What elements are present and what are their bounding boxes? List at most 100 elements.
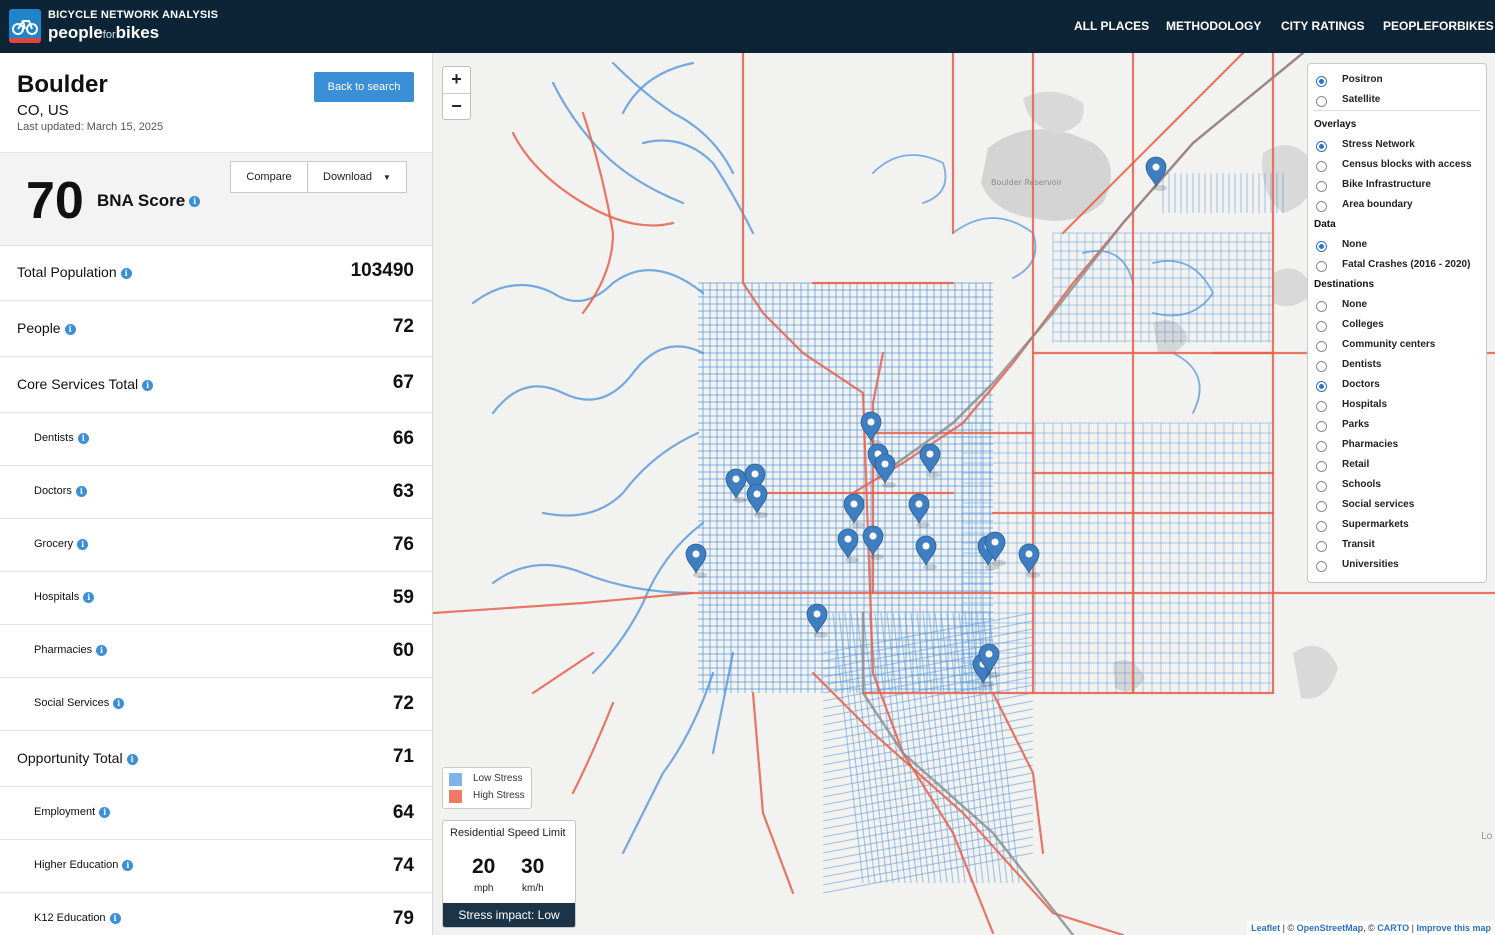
doctor-marker[interactable] (806, 603, 828, 638)
marker-pin[interactable] (860, 411, 882, 442)
doctor-marker[interactable] (915, 535, 937, 570)
info-icon[interactable]: i (122, 859, 134, 871)
info-icon[interactable]: i (109, 912, 121, 924)
destination-radio[interactable] (1316, 541, 1327, 552)
marker-pin[interactable] (908, 493, 930, 524)
info-icon[interactable]: i (83, 591, 95, 603)
info-icon[interactable]: i (113, 697, 125, 709)
doctor-marker[interactable] (746, 483, 768, 518)
destination-radio[interactable] (1316, 461, 1327, 472)
destination-label[interactable]: Colleges (1342, 319, 1384, 330)
compare-button[interactable]: Compare (230, 161, 308, 193)
destination-radio[interactable] (1316, 361, 1327, 372)
doctor-marker[interactable] (862, 525, 884, 560)
destination-radio[interactable] (1316, 481, 1327, 492)
basemap-label[interactable]: Positron (1342, 74, 1383, 85)
marker-pin[interactable] (978, 643, 1000, 674)
carto-link[interactable]: CARTO (1377, 923, 1410, 933)
basemap-radio[interactable] (1316, 96, 1327, 107)
destination-radio[interactable] (1316, 381, 1327, 392)
info-icon[interactable]: i (96, 644, 108, 656)
destination-radio[interactable] (1316, 561, 1327, 572)
overlay-radio[interactable] (1316, 161, 1327, 172)
doctor-markers[interactable] (685, 156, 1167, 688)
destination-label[interactable]: Hospitals (1342, 399, 1388, 410)
overlay-label[interactable]: Bike Infrastructure (1342, 179, 1431, 190)
back-to-search-button[interactable]: Back to search (314, 72, 414, 102)
marker-pin[interactable] (984, 531, 1006, 562)
marker-pin[interactable] (685, 543, 707, 574)
doctor-marker[interactable] (984, 531, 1006, 566)
doctor-marker[interactable] (874, 453, 896, 488)
basemap-radio[interactable] (1316, 76, 1327, 87)
destination-radio[interactable] (1316, 421, 1327, 432)
info-icon[interactable]: i (126, 753, 138, 765)
marker-pin[interactable] (862, 525, 884, 556)
zoom-in-button[interactable]: + (443, 67, 470, 94)
nav-all-places[interactable]: ALL PLACES (1074, 19, 1150, 33)
bicycle-logo-icon[interactable] (9, 9, 41, 43)
marker-pin[interactable] (746, 483, 768, 514)
data-layer-label[interactable]: None (1342, 239, 1367, 250)
doctor-marker[interactable] (843, 493, 865, 528)
marker-pin[interactable] (1145, 156, 1167, 187)
doctor-marker[interactable] (1018, 543, 1040, 578)
destination-radio[interactable] (1316, 301, 1327, 312)
brand-name[interactable]: peopleforbikes (48, 23, 159, 43)
destination-label[interactable]: Parks (1342, 419, 1370, 430)
nav-peopleforbikes[interactable]: PEOPLEFORBIKES (1383, 19, 1494, 33)
marker-pin[interactable] (843, 493, 865, 524)
destination-radio[interactable] (1316, 401, 1327, 412)
destination-radio[interactable] (1316, 441, 1327, 452)
data-layer-radio[interactable] (1316, 241, 1327, 252)
destination-label[interactable]: Supermarkets (1342, 519, 1409, 530)
destination-label[interactable]: Retail (1342, 459, 1370, 470)
info-icon[interactable]: i (189, 196, 201, 208)
destination-label[interactable]: None (1342, 299, 1367, 310)
overlay-radio[interactable] (1316, 181, 1327, 192)
doctor-marker[interactable] (978, 643, 1000, 678)
info-icon[interactable]: i (142, 379, 154, 391)
doctor-marker[interactable] (908, 493, 930, 528)
destination-label[interactable]: Social services (1342, 499, 1415, 510)
nav-city-ratings[interactable]: CITY RATINGS (1281, 19, 1365, 33)
map-view[interactable]: Boulder Reservoir Lo + − Positron Satelli… (433, 53, 1495, 935)
marker-pin[interactable] (915, 535, 937, 566)
leaflet-link[interactable]: Leaflet (1251, 923, 1281, 933)
marker-pin[interactable] (725, 468, 747, 499)
overlay-radio[interactable] (1316, 141, 1327, 152)
destination-label[interactable]: Transit (1342, 539, 1375, 550)
overlay-label[interactable]: Census blocks with access (1342, 159, 1472, 170)
zoom-out-button[interactable]: − (451, 96, 462, 116)
info-icon[interactable]: i (77, 432, 89, 444)
destination-label[interactable]: Pharmacies (1342, 439, 1399, 450)
overlay-label[interactable]: Stress Network (1342, 139, 1415, 150)
doctor-marker[interactable] (685, 543, 707, 578)
overlay-label[interactable]: Area boundary (1342, 199, 1413, 210)
doctor-marker[interactable] (919, 443, 941, 478)
marker-pin[interactable] (744, 463, 766, 494)
nav-methodology[interactable]: METHODOLOGY (1166, 19, 1262, 33)
doctor-marker[interactable] (860, 411, 882, 446)
destination-label[interactable]: Doctors (1342, 379, 1380, 390)
destination-label[interactable]: Dentists (1342, 359, 1382, 370)
marker-pin[interactable] (919, 443, 941, 474)
marker-pin[interactable] (1018, 543, 1040, 574)
data-layer-radio[interactable] (1316, 261, 1327, 272)
osm-link[interactable]: OpenStreetMap (1296, 923, 1364, 933)
destination-label[interactable]: Community centers (1342, 339, 1436, 350)
info-icon[interactable]: i (120, 267, 132, 279)
destination-radio[interactable] (1316, 521, 1327, 532)
destination-label[interactable]: Universities (1342, 559, 1399, 570)
doctor-marker[interactable] (837, 528, 859, 563)
doctor-marker[interactable] (1145, 156, 1167, 191)
destination-radio[interactable] (1316, 341, 1327, 352)
basemap-label[interactable]: Satellite (1342, 94, 1381, 105)
destination-radio[interactable] (1316, 321, 1327, 332)
info-icon[interactable]: i (75, 485, 87, 497)
info-icon[interactable]: i (99, 806, 111, 818)
destination-label[interactable]: Schools (1342, 479, 1381, 490)
marker-pin[interactable] (837, 528, 859, 559)
overlay-radio[interactable] (1316, 201, 1327, 212)
marker-pin[interactable] (806, 603, 828, 634)
